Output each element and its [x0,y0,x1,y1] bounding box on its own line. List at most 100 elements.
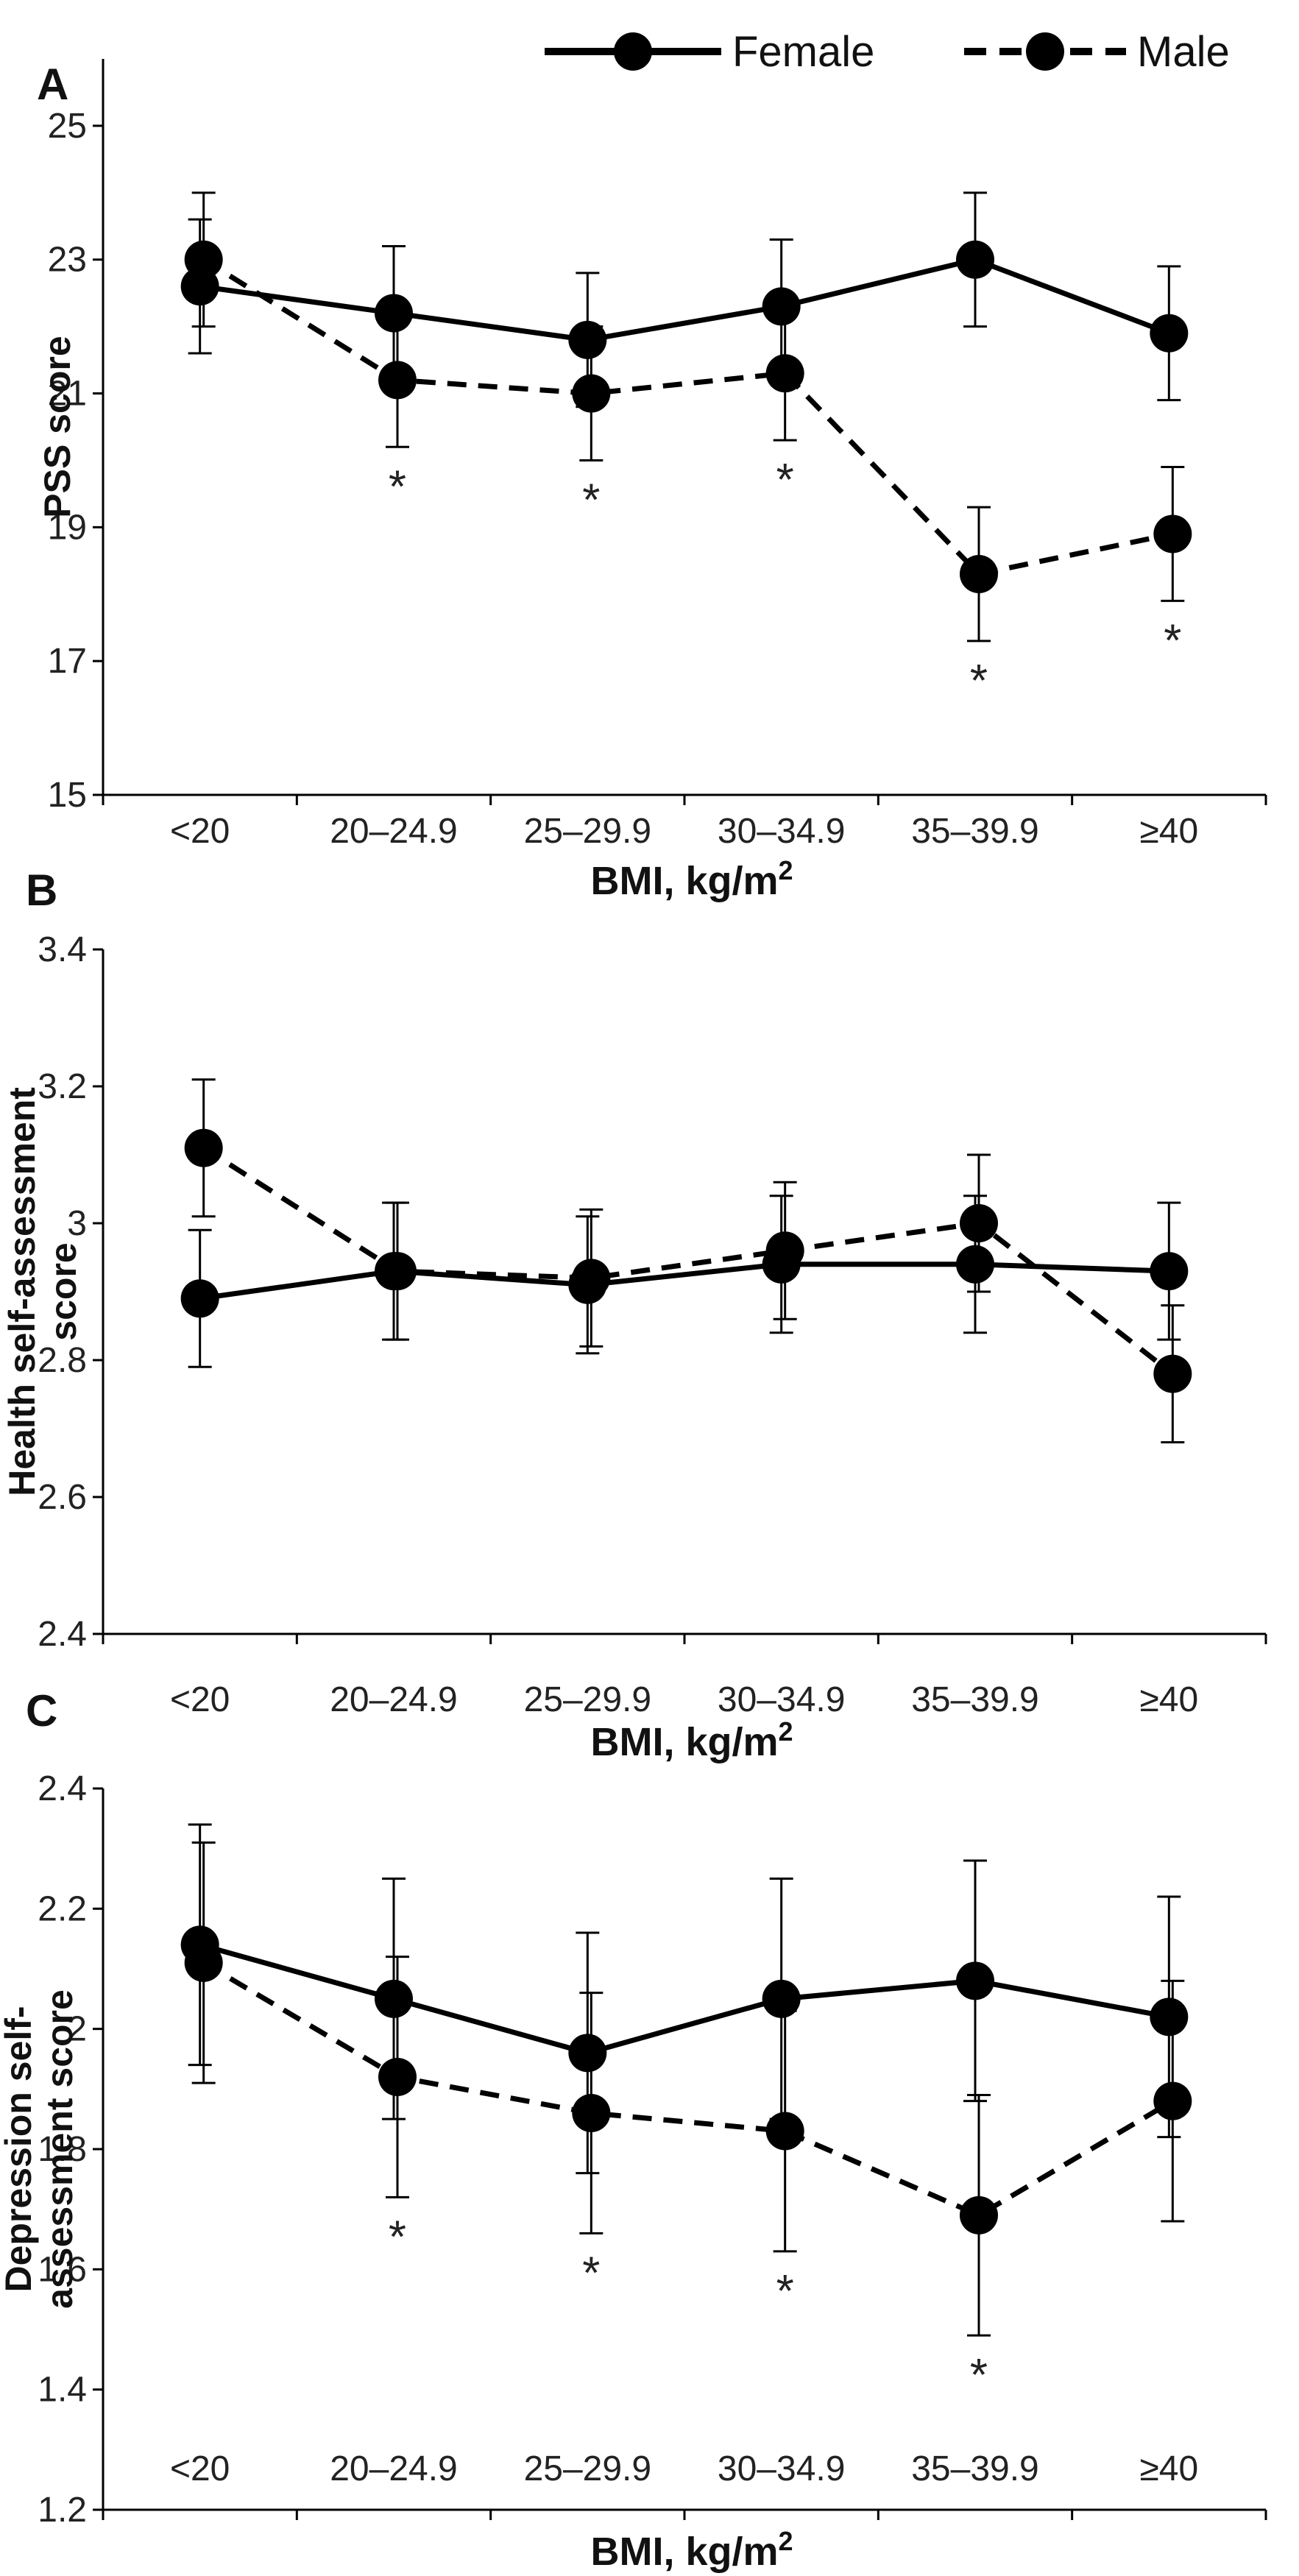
x-tick-label: <20 [170,2449,230,2488]
y-axis-label: Depression self-assessment score [0,1989,80,2309]
male-data-point [378,361,417,400]
x-tick-label: 30–34.9 [718,812,846,851]
x-axis-label-text: BMI, kg/m [590,1720,778,1764]
male-series-line [202,1960,1175,2218]
x-tick-label: 20–24.9 [330,1680,458,1719]
significance-marker: * [776,455,794,506]
y-tick-label: 2.4 [38,1615,87,1654]
female-data-point [1150,1998,1189,2037]
male-data-point [378,2058,417,2096]
y-tick-label: 1.6 [38,2250,87,2289]
significance-marker: * [776,2266,794,2317]
y-tick-label: 3.4 [38,930,87,969]
x-tick-label: 20–24.9 [330,812,458,851]
female-data-point [956,1245,994,1284]
male-data-point [184,1943,223,1982]
x-tick-label: 25–29.9 [524,1680,652,1719]
y-tick-label: 21 [48,375,87,414]
y-axis-label-line: Depression self- [0,2006,39,2292]
x-axis-label: BMI, kg/m2 [590,855,793,903]
y-tick-label: 25 [48,107,87,146]
significance-marker: * [582,475,600,526]
female-data-point [956,1961,994,2000]
y-axis-label-line: assessment score [39,1989,80,2309]
male-data-point [1153,1354,1192,1393]
y-tick-label: 1.2 [38,2491,87,2530]
y-tick-label: 1.4 [38,2371,87,2410]
y-tick-label: 15 [48,776,87,815]
female-data-point [375,1979,413,2018]
y-axis-label-line: PSS score [37,336,78,517]
female-data-point [568,2034,607,2073]
male-data-point [1153,2081,1192,2120]
panel-b-chart: 2.4 2.6 2.8 3 3.2 3.4 <20 20–24.9 25–29.9 30–34.9… [1,930,1267,1764]
y-axis-label: Health self-assessmentscore [1,1087,84,1496]
significance-marker: * [970,656,988,707]
female-data-point [762,1979,801,2018]
male-data-point [765,354,804,393]
x-tick-label: 35–39.9 [911,812,1039,851]
y-tick-label: 1.8 [38,2130,87,2169]
significance-marker: * [582,2248,600,2299]
male-data-point [572,2094,611,2132]
legend: Female Male [545,28,1230,76]
female-series-line [199,257,1170,343]
legend-female-label: Female [732,28,874,76]
male-data-point [960,555,998,593]
x-tick-label: 35–39.9 [911,2449,1039,2488]
x-axis-label-superscript: 2 [779,855,793,885]
significance-marker: * [389,2212,406,2262]
male-data-point [572,374,611,413]
significance-marker: * [970,2350,988,2401]
panel-letter-a: A [37,60,68,109]
x-tick-label: ≥40 [1139,2449,1198,2488]
male-series-line [202,257,1174,577]
x-tick-label: 35–39.9 [911,1680,1039,1719]
x-tick-label: 30–34.9 [718,1680,846,1719]
x-tick-label: 25–29.9 [524,812,652,851]
male-data-point [765,1231,804,1270]
y-tick-label: 2.8 [38,1341,87,1380]
y-tick-label: 17 [48,642,87,681]
x-axis-label-superscript: 2 [779,1716,793,1747]
x-axis-label-superscript: 2 [779,2526,793,2556]
panel-letter-b: B [26,866,57,915]
x-axis-label: BMI, kg/m2 [590,2526,793,2574]
y-tick-label: 2.4 [38,1769,87,1808]
y-tick-label: 2 [67,2010,87,2049]
male-data-point [765,2112,804,2151]
x-tick-label: <20 [170,1680,230,1719]
panel-a-chart: 15 17 19 21 23 25 <20 20–24.9 25–29.9 30–34.9 35–3… [37,59,1267,903]
male-data-point [184,240,223,279]
female-data-point [1150,314,1189,353]
x-axis-label-text: BMI, kg/m [590,2530,778,2574]
male-data-point [184,1128,223,1167]
y-axis-label-line: score [43,1242,84,1340]
x-tick-label: ≥40 [1139,812,1198,851]
legend-male-marker [1026,32,1064,71]
male-data-point [960,1204,998,1242]
female-series-line [199,1262,1169,1301]
female-data-point [1150,1252,1189,1291]
x-axis-label: BMI, kg/m2 [590,1716,793,1764]
male-data-point [572,1259,611,1298]
panel-c-chart: 1.2 1.4 1.6 1.8 2 2.2 2.4 <20 20–24.9 25–29.9 30–3… [0,1769,1267,2574]
y-tick-label: 2.6 [38,1478,87,1517]
female-data-point [956,240,994,279]
panel-letter-c: C [26,1686,57,1735]
male-data-point [960,2195,998,2234]
female-data-point [568,320,607,359]
legend-female-marker [614,32,652,71]
y-tick-label: 3 [67,1204,87,1243]
x-tick-label: 25–29.9 [524,2449,652,2488]
x-tick-label: <20 [170,812,230,851]
x-axis-label-text: BMI, kg/m [590,859,778,903]
female-series-line [199,1942,1169,2056]
y-axis-label: PSS score [37,336,78,517]
x-tick-label: ≥40 [1139,1680,1198,1719]
female-data-point [180,1279,219,1318]
male-series-line [202,1145,1175,1376]
x-tick-label: 30–34.9 [718,2449,846,2488]
y-axis-label-line: Health self-assessment [1,1087,43,1496]
